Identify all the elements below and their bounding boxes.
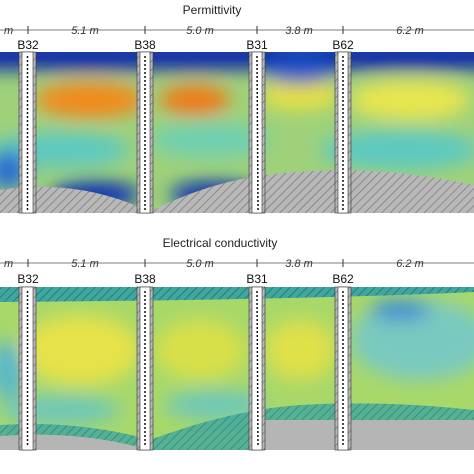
distance-label: 5.1 m xyxy=(71,25,99,37)
distance-label: 3.8 m xyxy=(285,25,313,37)
borehole-label: B32 xyxy=(17,272,39,286)
distance-label: 5.1 m xyxy=(71,258,99,270)
distance-label: 6.2 m xyxy=(396,258,424,270)
tomogram xyxy=(0,287,474,450)
borehole-label: B38 xyxy=(134,272,156,286)
distance-label: 6.2 m xyxy=(396,25,424,37)
borehole-label: B62 xyxy=(332,272,354,286)
conductivity-panel: Electrical conductivity m 5.1 m 5.0 m 3.… xyxy=(0,236,474,450)
borehole-label: B31 xyxy=(246,272,268,286)
distance-label: 5.0 m xyxy=(186,258,214,270)
panel-title: Permittivity xyxy=(183,3,242,17)
borehole-label: B32 xyxy=(17,38,39,52)
tomogram xyxy=(0,52,474,213)
panel-title: Electrical conductivity xyxy=(163,236,278,250)
borehole-label: B62 xyxy=(332,38,354,52)
scale-ticks xyxy=(27,26,344,267)
distance-label: 3.8 m xyxy=(285,258,313,270)
permittivity-panel: Permittivity m 5.1 m 5.0 m 3.8 m 6.2 m B… xyxy=(0,3,474,213)
borehole-label: B31 xyxy=(246,38,268,52)
distance-label: m xyxy=(4,258,13,270)
borehole-label: B38 xyxy=(134,38,156,52)
distance-label: 5.0 m xyxy=(186,25,214,37)
distance-label: m xyxy=(4,25,13,37)
boreholes xyxy=(18,51,352,451)
